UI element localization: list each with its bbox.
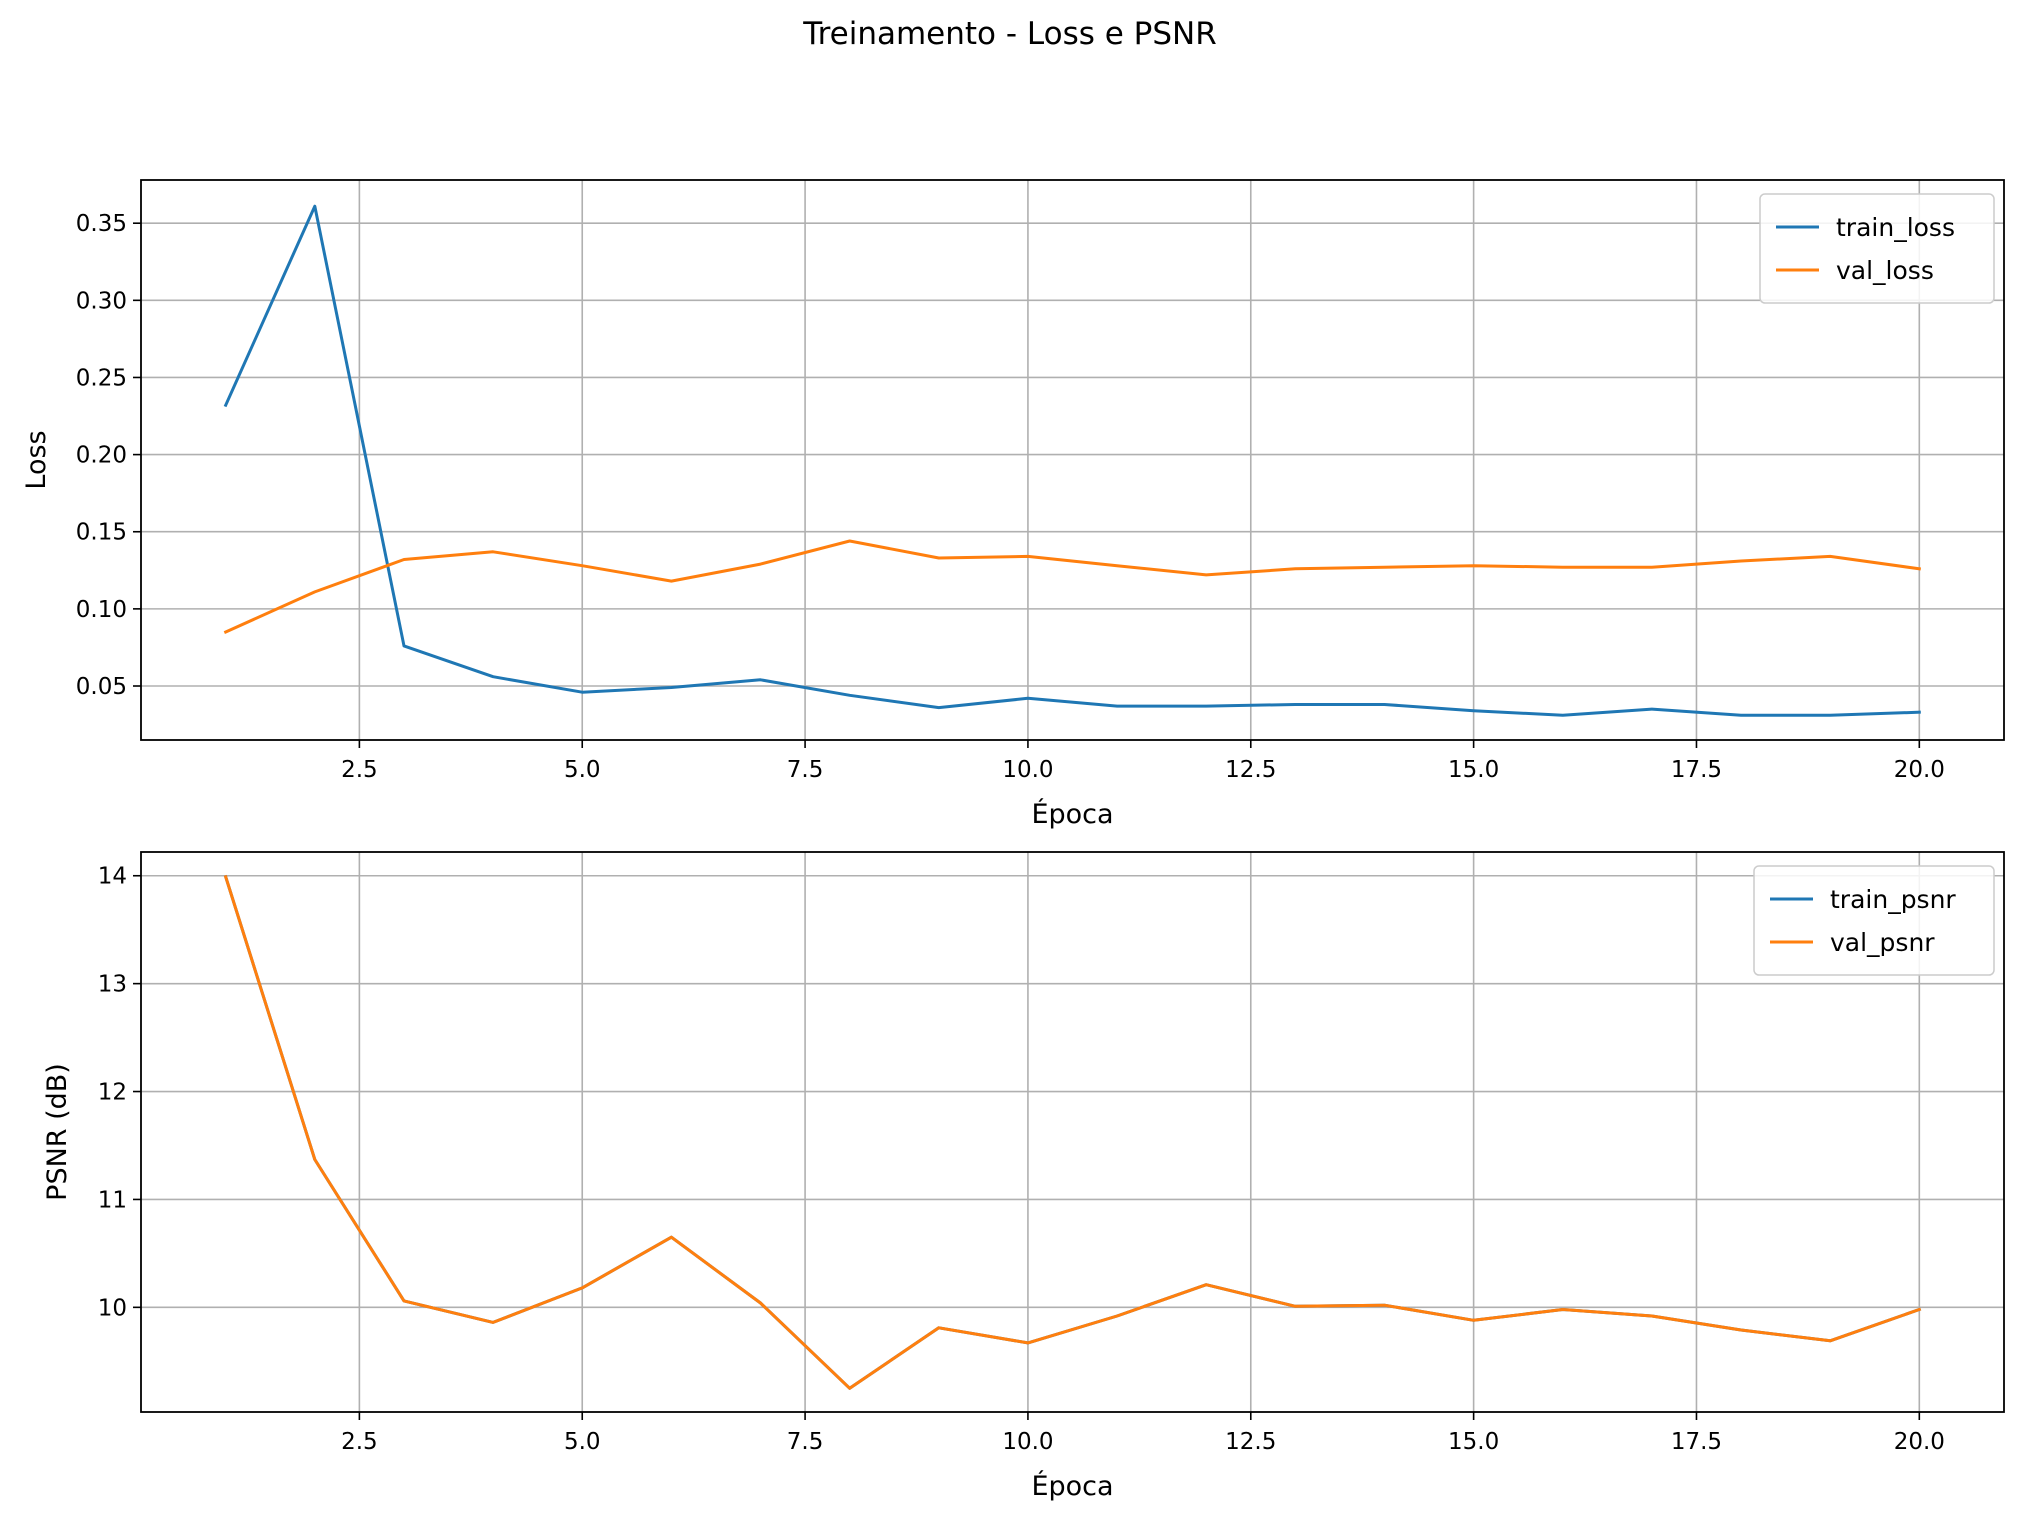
loss-y-tick-label: 0.35 xyxy=(76,211,127,237)
loss-y-tick-label: 0.15 xyxy=(76,520,127,546)
psnr-x-tick-label: 12.5 xyxy=(1225,1429,1276,1455)
psnr-y-axis-label: PSNR (dB) xyxy=(42,1063,73,1201)
loss-x-tick-label: 20.0 xyxy=(1894,757,1945,783)
legend-label-train_psnr: train_psnr xyxy=(1830,885,1956,914)
psnr-y-tick-label: 13 xyxy=(98,972,127,998)
loss-y-tick-label: 0.30 xyxy=(76,288,127,314)
psnr-x-tick-label: 5.0 xyxy=(564,1429,601,1455)
legend-label-val_psnr: val_psnr xyxy=(1830,928,1935,957)
loss-x-tick-label: 10.0 xyxy=(1002,757,1053,783)
psnr-axes-frame xyxy=(140,851,2005,1413)
loss-axes-frame xyxy=(140,179,2005,741)
psnr-y-tick-label: 12 xyxy=(98,1080,127,1106)
psnr-y-tick-label: 10 xyxy=(98,1295,127,1321)
series-line-val_loss xyxy=(223,539,1921,634)
loss-subplot: 2.5 5.0 7.5 10.0 12.5 15.0 17.5 20.0 0.05 0.10 0.1… xyxy=(21,179,2005,830)
legend-label-train_loss: train_loss xyxy=(1836,213,1955,242)
loss-x-tick-label: 15.0 xyxy=(1448,757,1499,783)
psnr-subplot: 2.5 5.0 7.5 10.0 12.5 15.0 17.5 20.0 10 11 12 13 14 É… xyxy=(42,851,2005,1502)
psnr-x-axis-label: Época xyxy=(1031,1470,1113,1502)
loss-x-axis-label: Época xyxy=(1031,798,1113,830)
psnr-y-tick-label: 11 xyxy=(98,1187,127,1213)
loss-y-tick-label: 0.10 xyxy=(76,597,127,623)
loss-y-tick-label: 0.05 xyxy=(76,674,127,700)
loss-legend: train_loss val_loss xyxy=(1759,193,1995,304)
psnr-y-tick-label: 14 xyxy=(98,864,127,890)
loss-y-tick-label: 0.25 xyxy=(76,365,127,391)
loss-y-tick-label: 0.20 xyxy=(76,443,127,469)
psnr-x-tick-label: 2.5 xyxy=(341,1429,378,1455)
series-line-val_psnr xyxy=(223,874,1922,1390)
figure-title: Treinamento - Loss e PSNR xyxy=(802,16,1217,52)
psnr-x-tick-label: 7.5 xyxy=(787,1429,824,1455)
loss-y-axis-label: Loss xyxy=(21,430,52,489)
psnr-x-tick-label: 17.5 xyxy=(1671,1429,1722,1455)
loss-x-tick-label: 2.5 xyxy=(341,757,378,783)
psnr-x-tick-label: 10.0 xyxy=(1002,1429,1053,1455)
loss-legend-box xyxy=(1759,193,1995,304)
loss-x-tick-label: 12.5 xyxy=(1225,757,1276,783)
psnr-x-tick-label: 15.0 xyxy=(1448,1429,1499,1455)
legend-label-val_loss: val_loss xyxy=(1836,256,1934,285)
series-line-train_loss xyxy=(223,204,1921,717)
loss-x-tick-label: 7.5 xyxy=(787,757,824,783)
psnr-legend-box xyxy=(1753,865,1995,976)
loss-x-tick-label: 17.5 xyxy=(1671,757,1722,783)
psnr-x-tick-label: 20.0 xyxy=(1894,1429,1945,1455)
psnr-legend: train_psnr val_psnr xyxy=(1753,865,1995,976)
loss-x-tick-label: 5.0 xyxy=(564,757,601,783)
